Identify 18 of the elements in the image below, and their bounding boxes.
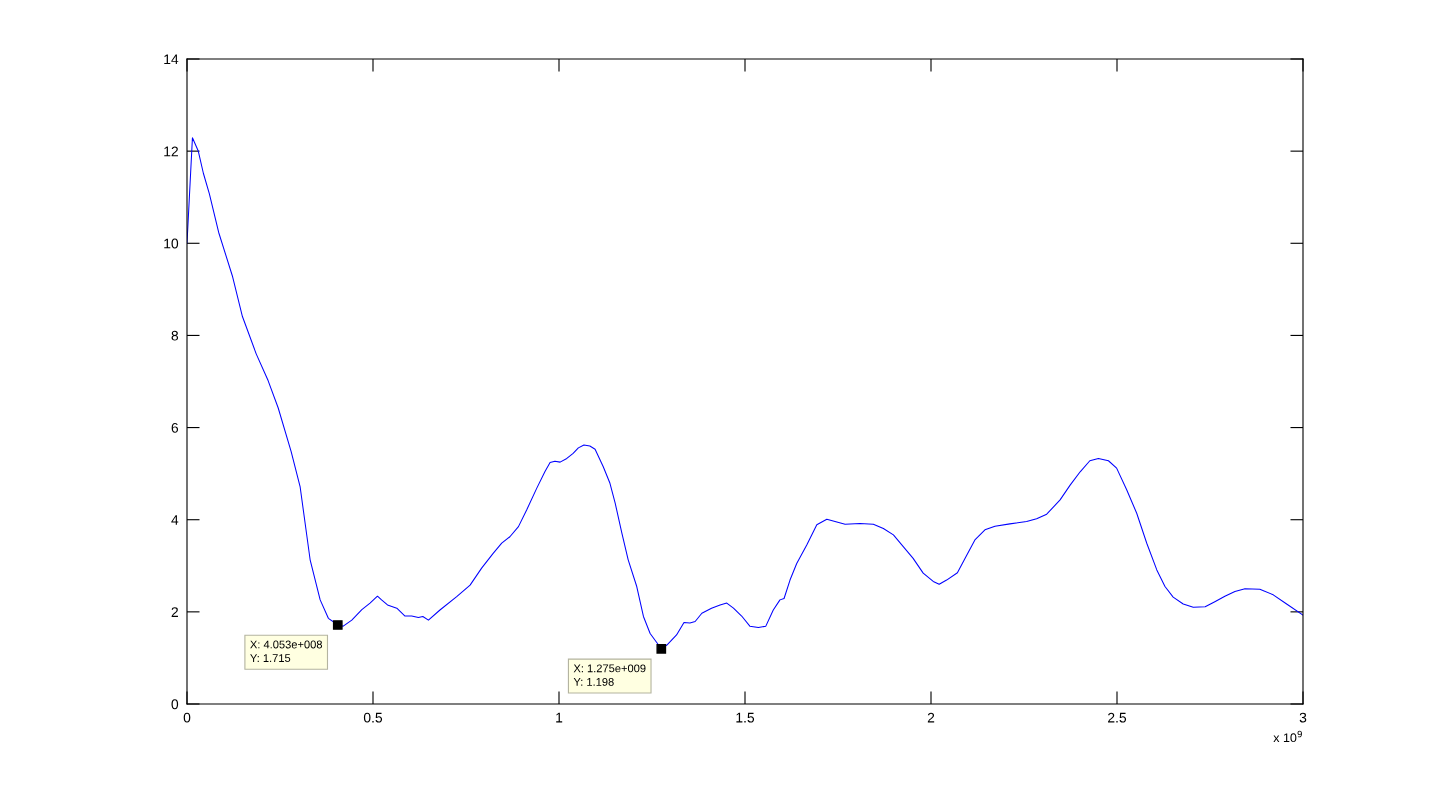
x-tick-label: 0 bbox=[183, 712, 191, 723]
x-tick-label: 0.5 bbox=[363, 712, 383, 723]
y-tick-label: 2 bbox=[171, 607, 178, 617]
y-tick-label: 12 bbox=[164, 146, 178, 157]
annotation: X: 1.275e+009 Y: 1.198 bbox=[573, 664, 646, 686]
x-tick-label: 2 bbox=[927, 712, 935, 723]
x-tick-label: 1.5 bbox=[736, 712, 755, 723]
y-tick-label: 0 bbox=[171, 699, 179, 710]
text: x 10$^{9}$ bbox=[1273, 730, 1302, 743]
x-tick-label: 2.5 bbox=[1108, 712, 1127, 723]
y-tick-label: 8 bbox=[171, 330, 179, 341]
x-tick-label: 3 bbox=[1299, 712, 1307, 723]
y-tick-label: 4 bbox=[171, 515, 179, 525]
x-tick-label: 1 bbox=[556, 712, 563, 723]
y-tick-label: 14 bbox=[164, 54, 179, 65]
y-tick-label: 6 bbox=[171, 422, 179, 433]
annotation: X: 4.053e+008 Y: 1.715 bbox=[250, 640, 323, 663]
y-tick-label: 10 bbox=[164, 238, 179, 249]
